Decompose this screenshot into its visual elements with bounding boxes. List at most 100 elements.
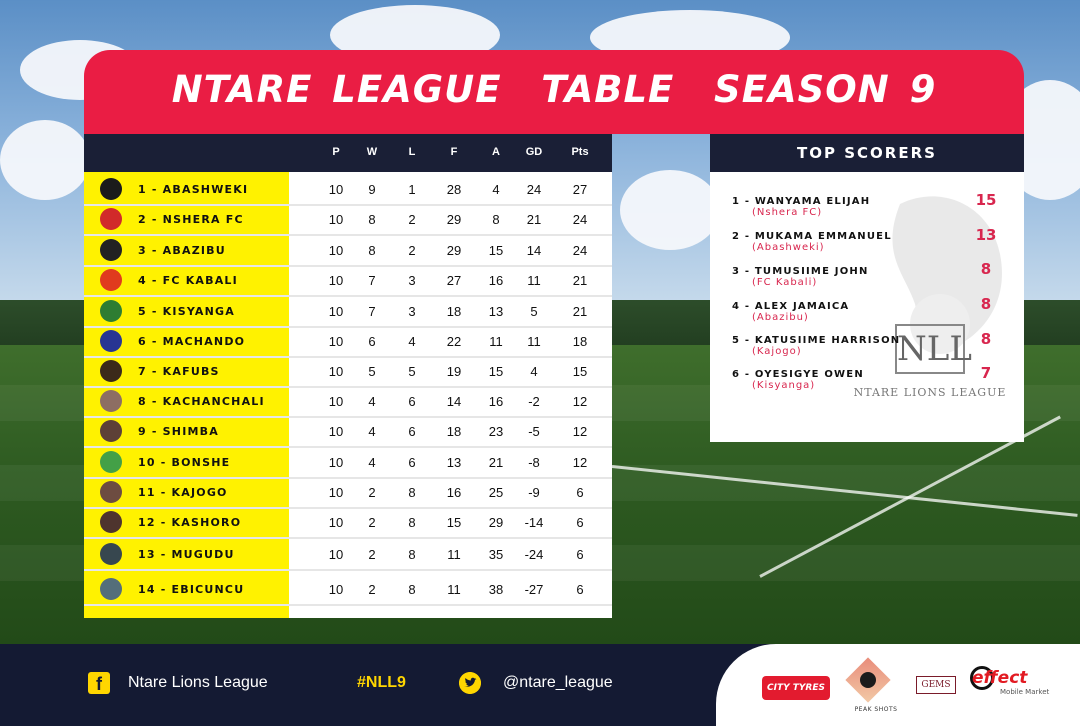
cell-f: 14	[446, 394, 462, 409]
camera-lens-icon	[860, 672, 876, 688]
cell-pts: 12	[572, 424, 588, 439]
cell-w: 9	[368, 182, 376, 197]
sponsor-peak-shots-label: PEAK SHOTS	[854, 706, 898, 713]
team-name: 5 - KISYANGA	[138, 305, 235, 318]
cell-l: 5	[408, 364, 416, 379]
cell-w: 8	[368, 243, 376, 258]
scorer-goals: 8	[980, 330, 992, 348]
cell-f: 29	[446, 243, 462, 258]
facebook-handle[interactable]: Ntare Lions League	[128, 674, 268, 691]
sponsor-effect-icon	[970, 666, 994, 690]
row-divider	[84, 604, 612, 606]
cell-p: 10	[328, 455, 344, 470]
cell-p: 10	[328, 273, 344, 288]
cell-a: 35	[488, 547, 504, 562]
table-row: 14 - EBICUNCU 10 2 8 11 38 -27 6	[84, 574, 612, 606]
cell-pts: 27	[572, 182, 588, 197]
facebook-icon[interactable]: f	[88, 672, 110, 694]
watermark-initials: NLL	[895, 324, 972, 374]
table-header: P W L F A GD Pts	[84, 134, 612, 172]
cell-w: 5	[368, 364, 376, 379]
table-row: 11 - KAJOGO 10 2 8 16 25 -9 6	[84, 477, 612, 509]
cell-gd: 11	[527, 273, 541, 288]
table-row: 2 - NSHERA FC 10 8 2 29 8 21 24	[84, 204, 612, 236]
table-row: 8 - KACHANCHALI 10 4 6 14 16 -2 12	[84, 386, 612, 418]
cell-f: 16	[446, 485, 462, 500]
cell-a: 15	[488, 364, 504, 379]
league-table: P W L F A GD Pts 1 - ABASHWEKI 10 9 1 28 4 24 2…	[84, 134, 612, 618]
team-crest-icon	[100, 511, 122, 533]
team-crest-icon	[100, 360, 122, 382]
twitter-icon[interactable]	[459, 672, 481, 694]
table-row: 1 - ABASHWEKI 10 9 1 28 4 24 27	[84, 174, 612, 206]
cell-gd: -24	[524, 547, 544, 562]
sponsor-effect-logo: effect	[972, 668, 1028, 688]
cell-a: 23	[488, 424, 504, 439]
team-name: 8 - KACHANCHALI	[138, 395, 265, 408]
column-header-p: P	[332, 146, 340, 158]
scorer-team: (Kajogo)	[752, 346, 802, 357]
cell-gd: -5	[528, 424, 540, 439]
cell-p: 10	[328, 364, 344, 379]
scorer-goals: 8	[980, 260, 992, 278]
cell-pts: 12	[572, 394, 588, 409]
cell-l: 2	[408, 212, 416, 227]
scorer-goals: 8	[980, 295, 992, 313]
team-name: 12 - KASHORO	[138, 516, 242, 529]
cell-l: 6	[408, 424, 416, 439]
cell-a: 11	[489, 334, 503, 349]
scorer-team: (Abazibu)	[752, 312, 809, 323]
cell-a: 38	[488, 582, 504, 597]
cloud	[0, 120, 90, 200]
cell-p: 10	[328, 394, 344, 409]
cell-l: 8	[408, 485, 416, 500]
cell-gd: 11	[527, 334, 541, 349]
twitter-handle[interactable]: @ntare_league	[503, 674, 613, 691]
cell-l: 6	[408, 394, 416, 409]
row-divider	[84, 234, 612, 236]
cell-l: 3	[408, 304, 416, 319]
cell-f: 22	[446, 334, 462, 349]
cell-a: 8	[492, 212, 500, 227]
team-name: 3 - ABAZIBU	[138, 244, 226, 257]
cell-gd: -9	[528, 485, 540, 500]
table-row: 13 - MUGUDU 10 2 8 11 35 -24 6	[84, 539, 612, 571]
row-divider	[84, 356, 612, 358]
row-divider	[84, 416, 612, 418]
row-divider	[84, 295, 612, 297]
cell-w: 7	[368, 273, 376, 288]
scorer-goals: 7	[980, 364, 992, 382]
hashtag: #NLL9	[357, 674, 406, 691]
table-row: 10 - BONSHE 10 4 6 13 21 -8 12	[84, 447, 612, 479]
cell-l: 3	[408, 273, 416, 288]
cloud	[620, 170, 720, 250]
title-banner: NTARE LEAGUE TABLE SEASON 9	[84, 50, 1024, 134]
cell-pts: 18	[572, 334, 588, 349]
team-crest-icon	[100, 578, 122, 600]
table-row: 4 - FC KABALI 10 7 3 27 16 11 21	[84, 265, 612, 297]
top-scorers-header: TOP SCORERS	[710, 134, 1024, 172]
scorer-team: (Kisyanga)	[752, 380, 816, 391]
team-name: 6 - MACHANDO	[138, 335, 246, 348]
cell-p: 10	[328, 485, 344, 500]
cell-pts: 24	[572, 243, 588, 258]
cell-pts: 21	[572, 304, 588, 319]
cell-pts: 6	[576, 485, 584, 500]
top-scorers-title: TOP SCORERS	[797, 144, 937, 162]
cell-p: 10	[328, 515, 344, 530]
scorer-name: 5 - KATUSIIME HARRISON	[732, 335, 901, 346]
team-crest-icon	[100, 481, 122, 503]
cell-a: 13	[488, 304, 504, 319]
cell-pts: 15	[572, 364, 588, 379]
cell-l: 1	[408, 182, 416, 197]
cell-pts: 6	[576, 582, 584, 597]
team-name: 14 - EBICUNCU	[138, 583, 245, 596]
cell-a: 16	[488, 394, 504, 409]
cell-f: 11	[447, 582, 461, 597]
cell-gd: 21	[526, 212, 542, 227]
cell-f: 19	[446, 364, 462, 379]
cell-w: 2	[368, 582, 376, 597]
cell-p: 10	[328, 304, 344, 319]
cell-w: 2	[368, 515, 376, 530]
team-name: 4 - FC KABALI	[138, 274, 238, 287]
